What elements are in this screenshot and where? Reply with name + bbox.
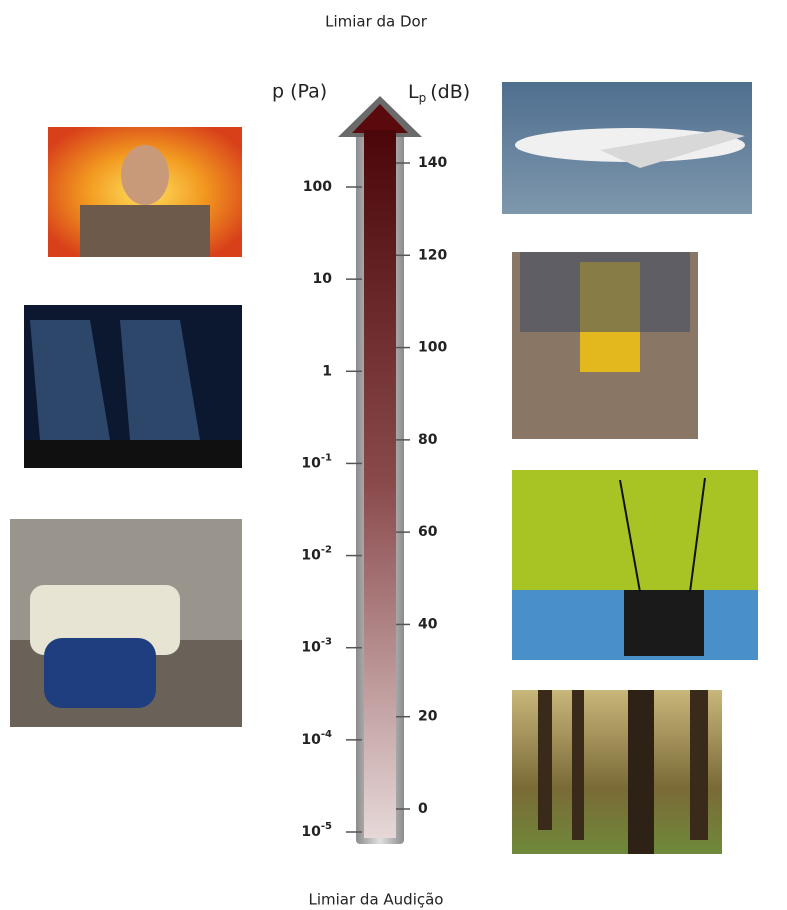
photo-detail: [24, 440, 242, 468]
tick-base: 100: [303, 179, 332, 195]
level-tick-label: 140: [418, 155, 447, 171]
tick-base: 10: [313, 271, 333, 287]
pressure-tick-label: 10-4: [301, 729, 332, 748]
photo-detail: [690, 690, 708, 840]
pressure-tick-label: 100: [303, 179, 332, 195]
tick-base: 10: [301, 640, 321, 656]
level-tick-label: 40: [418, 616, 438, 632]
level-symbol: L: [408, 81, 419, 103]
photo-detail: [30, 585, 180, 655]
photo-detail: [600, 130, 745, 168]
pressure-tick-label: 10: [313, 271, 333, 287]
photo-detail: [628, 690, 654, 854]
photo-detail: [120, 320, 200, 440]
photo-detail: [624, 590, 704, 656]
pressure-tick-label: 10-2: [301, 545, 332, 564]
level-tick-label: 120: [418, 247, 447, 263]
level-tick-label: 0: [418, 801, 428, 817]
photo-detail: [689, 477, 706, 593]
pressure-tick-label: 10-1: [301, 452, 332, 471]
photo-detail: [572, 690, 584, 840]
photo-detail: [121, 145, 169, 205]
pressure-axis-label: p (Pa): [272, 81, 327, 103]
tick-base: 10: [301, 455, 321, 471]
level-tick-label: 60: [418, 524, 438, 540]
tick-exponent: -5: [321, 821, 332, 832]
bottom-label: Limiar da Audição: [309, 891, 444, 909]
tick-base: 10: [301, 824, 321, 840]
level-subscript: p: [419, 91, 427, 105]
level-axis-label: Lp (dB): [408, 81, 470, 105]
tick-exponent: -3: [321, 637, 332, 648]
tick-base: 1: [322, 363, 332, 379]
pressure-tick-label: 10-3: [301, 637, 332, 656]
top-label: Limiar da Dor: [325, 13, 428, 31]
level-tick-label: 80: [418, 432, 438, 448]
arrow-shaft: [364, 130, 396, 838]
photo-detail: [619, 479, 641, 593]
tick-exponent: -1: [321, 452, 332, 463]
tick-exponent: -2: [321, 545, 332, 556]
level-tick-label: 100: [418, 340, 447, 356]
level-unit: (dB): [430, 81, 470, 103]
photo-detail: [538, 690, 552, 830]
pressure-tick-label: 1: [322, 363, 332, 379]
photo-detail: [80, 205, 210, 257]
photo-detail: [520, 252, 690, 332]
tick-base: 10: [301, 548, 321, 564]
photo-detail: [30, 320, 110, 440]
photo-detail: [44, 638, 156, 708]
arrow-head: [352, 104, 408, 133]
tick-base: 10: [301, 732, 321, 748]
tick-exponent: -4: [321, 729, 332, 740]
level-tick-label: 20: [418, 709, 438, 725]
pressure-tick-label: 10-5: [301, 821, 332, 840]
